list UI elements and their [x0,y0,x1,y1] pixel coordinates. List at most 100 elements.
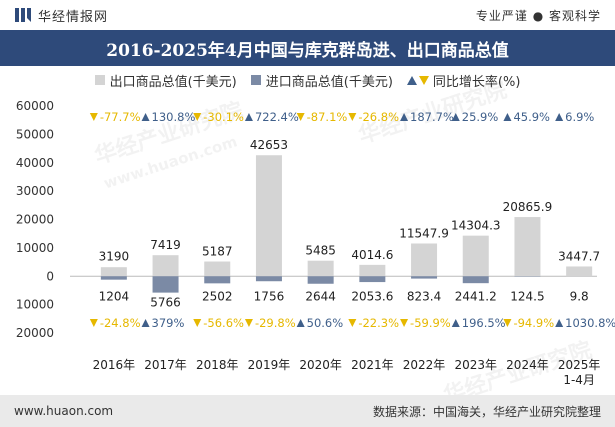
x-category-label: 2018年 [196,358,239,372]
export-yoy-label: -30.1% [203,110,244,124]
top-bar: 华经情报网 专业严谨 ● 客观科学 [0,0,615,30]
footer: www.huaon.com 数据来源：中国海关，华经产业研究院整理 [0,395,615,427]
yoy-down-triangle-icon [89,319,98,327]
export-bar [255,155,282,277]
yoy-up-triangle-icon [555,319,564,327]
yoy-up-triangle-icon [296,319,305,327]
export-value-label: 3190 [99,249,130,263]
export-value-label: 4014.6 [351,248,393,262]
y-tick-label: 20000 [16,213,54,227]
import-yoy-label: -22.3% [358,316,399,330]
y-tick-label: 10000 [16,298,54,312]
x-category-line: 2023年 [454,358,497,372]
title-bar: 2016-2025年4月中国与库克群岛进、出口商品总值 [0,30,615,66]
x-category-label: 2017年 [144,358,187,372]
import-yoy-label: -59.9% [410,316,451,330]
x-category-label: 2024年 [506,358,549,372]
import-yoy-label: -29.8% [255,316,296,330]
yoy-up-triangle-icon [451,113,460,121]
slogan: 专业严谨 ● 客观科学 [475,8,601,23]
x-category-label: 2022年 [403,358,446,372]
chart-canvas: 60000 50000 40000 30000 20000 10000 0 10000 2000… [16,99,615,387]
y-tick-label: 50000 [16,127,54,141]
brand-name: 华经情报网 [38,9,109,25]
y-tick-label: 10000 [16,241,54,255]
yoy-up-triangle-icon [503,113,512,121]
export-yoy-label: -87.1% [307,110,348,124]
y-tick-label: 40000 [16,156,54,170]
export-yoy-label: -26.8% [358,110,399,124]
export-bar [462,235,489,277]
export-bar [411,243,438,277]
yoy-down-triangle-icon [193,319,202,327]
x-category-line: 2018年 [196,358,239,372]
export-yoy-label: 187.7% [410,110,454,124]
export-value-label: 3447.7 [558,249,600,263]
x-category-line: 2025年 [558,358,601,372]
import-value-label: 2053.6 [351,289,393,303]
x-category-line: 1-4月 [563,373,595,387]
export-bar [566,266,593,277]
import-yoy-label: 50.6% [307,316,344,330]
yoy-down-triangle-icon [89,113,98,121]
import-bar [255,276,282,282]
y-tick-label: 60000 [16,99,54,113]
yoy-up-triangle-icon [141,113,150,121]
x-category-line: 2021年 [351,358,394,372]
import-yoy-label: -56.6% [203,316,244,330]
x-category-label: 2020年 [299,358,342,372]
export-bar [204,261,231,277]
import-value-label: 2644 [305,289,336,303]
export-bar [359,264,386,277]
export-yoy-label: 130.8% [152,110,196,124]
import-bar [359,276,386,283]
legend-item-yoy: 同比增长率(%) [406,71,521,90]
export-value-label: 14304.3 [451,219,501,233]
export-value-label: 42653 [250,138,288,152]
export-swatch-icon [94,75,105,85]
export-yoy-label: 6.9% [565,110,594,124]
yoy-up-triangle-icon [400,113,409,121]
export-yoy-label: -77.7% [100,110,141,124]
brand-logo-icon [15,8,31,22]
import-value-label: 2502 [202,289,233,303]
x-category-label: 2016年 [93,358,136,372]
footer-source: 数据来源：中国海关，华经产业研究院整理 [372,404,601,419]
x-category-line: 2020年 [299,358,342,372]
x-category-label: 2023年 [454,358,497,372]
legend-label-export: 出口商品总值(千美元) [109,74,237,90]
export-yoy-label: 45.9% [513,110,550,124]
x-category-label: 2025年 1-4月 [558,358,601,387]
yoy-down-triangle-icon [503,319,512,327]
import-value-label: 1756 [254,289,285,303]
yoy-down-triangle-icon [348,319,357,327]
import-value-label: 2441.2 [455,289,497,303]
export-bar [514,217,541,277]
y-tick-label: 20000 [16,326,54,340]
import-swatch-icon [250,75,261,85]
x-category-label: 2019年 [248,358,291,372]
yoy-up-triangle-icon [244,113,253,121]
footer-url: www.huaon.com [14,404,114,418]
yoy-down-triangle-icon [400,319,409,327]
yoy-down-triangle-icon [348,113,357,121]
export-bar [100,267,127,277]
import-yoy-label: 196.5% [462,316,506,330]
y-tick-label: 0 [46,269,54,283]
import-value-label: 5766 [150,296,181,310]
export-value-label: 20865.9 [503,200,553,214]
export-value-label: 11547.9 [399,226,449,240]
x-category-line: 2024年 [506,358,549,372]
import-bar [462,276,489,284]
yoy-up-triangle-icon [555,113,564,121]
import-bar [152,276,179,293]
x-category-line: 2016年 [93,358,136,372]
import-value-label: 1204 [99,289,130,303]
chart-title: 2016-2025年4月中国与库克群岛进、出口商品总值 [106,40,509,61]
legend-label-yoy: 同比增长率(%) [432,74,521,90]
export-yoy-label: 722.4% [255,110,299,124]
import-yoy-label: -24.8% [100,316,141,330]
yoy-up-triangle-icon [141,319,150,327]
x-category-line: 2017年 [144,358,187,372]
legend-item-export: 出口商品总值(千美元) [94,71,237,90]
